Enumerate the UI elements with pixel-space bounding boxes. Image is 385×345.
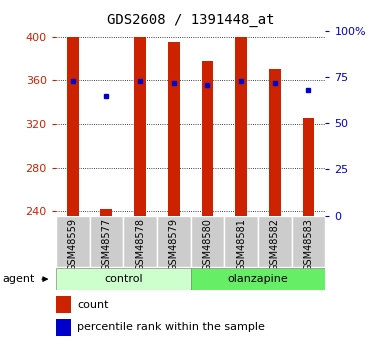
Text: GSM48577: GSM48577 [101, 218, 111, 271]
Text: count: count [77, 300, 109, 310]
Text: GSM48579: GSM48579 [169, 218, 179, 271]
Text: GSM48559: GSM48559 [68, 218, 78, 271]
Bar [224, 216, 258, 267]
Bar [292, 216, 325, 267]
Bar [157, 216, 191, 267]
Bar [67, 37, 79, 216]
Bar [168, 42, 180, 216]
Bar [123, 216, 157, 267]
Bar [89, 216, 123, 267]
Bar [134, 37, 146, 216]
Text: control: control [104, 274, 142, 284]
Bar [235, 37, 247, 216]
Bar [56, 268, 191, 290]
Bar [191, 216, 224, 267]
Bar [201, 60, 213, 216]
Text: GSM48580: GSM48580 [203, 218, 213, 271]
Text: percentile rank within the sample: percentile rank within the sample [77, 322, 265, 332]
Text: agent: agent [3, 274, 35, 284]
Bar [303, 118, 315, 216]
Bar [100, 209, 112, 216]
Bar [56, 319, 71, 336]
Bar [269, 69, 281, 216]
Text: GSM48583: GSM48583 [303, 218, 313, 271]
Title: GDS2608 / 1391448_at: GDS2608 / 1391448_at [107, 13, 275, 27]
Bar [191, 268, 325, 290]
Text: GSM48582: GSM48582 [270, 218, 280, 271]
Text: GSM48578: GSM48578 [135, 218, 145, 271]
Text: GSM48581: GSM48581 [236, 218, 246, 271]
Bar [258, 216, 292, 267]
Text: olanzapine: olanzapine [228, 274, 288, 284]
Bar [56, 296, 71, 313]
Bar [56, 216, 89, 267]
